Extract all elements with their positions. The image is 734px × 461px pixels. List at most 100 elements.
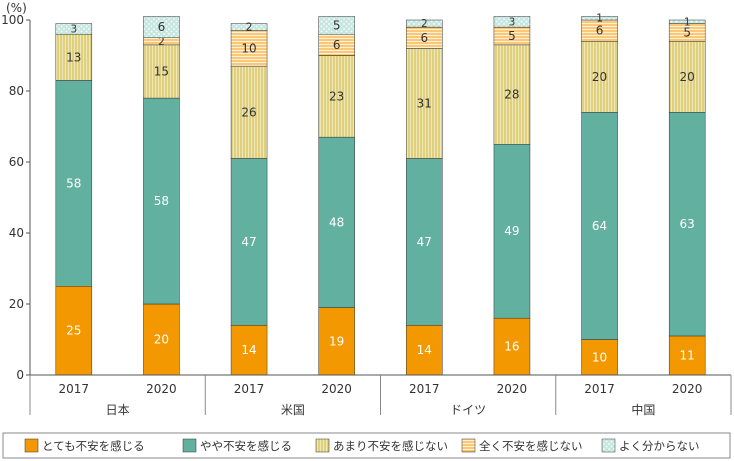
x-tick-label: 2020: [672, 382, 703, 396]
bar-segment: [493, 44, 531, 145]
bar-segment: [406, 158, 443, 326]
data-label: 48: [329, 215, 344, 229]
data-label: 6: [596, 24, 604, 38]
data-label: 63: [680, 217, 695, 231]
bar-segment: [406, 48, 443, 159]
group-label: 中国: [631, 402, 655, 417]
data-label: 5: [683, 25, 691, 39]
bar-segment: [318, 136, 355, 308]
y-tick-label: 60: [9, 155, 24, 169]
data-label: 10: [592, 350, 607, 364]
data-label: 31: [417, 96, 432, 110]
bar-segment: [668, 41, 706, 113]
data-label: 2: [421, 18, 428, 30]
data-label: 20: [680, 70, 695, 84]
data-label: 2: [246, 22, 253, 34]
data-label: 3: [70, 23, 77, 35]
legend-label: よく分からない: [619, 439, 700, 453]
data-label: 58: [154, 194, 169, 208]
data-label: 15: [154, 64, 169, 78]
bar-segment: [230, 65, 268, 159]
y-tick-label: 0: [16, 368, 24, 382]
data-label: 6: [420, 31, 428, 45]
data-label: 1: [684, 16, 691, 28]
data-label: 20: [592, 70, 607, 84]
data-label: 47: [241, 235, 256, 249]
bar-segment: [318, 55, 355, 138]
bar-segment: [143, 16, 180, 38]
bars: 2558130320581526144726102194823651447316…: [55, 13, 706, 376]
legend-label: とても不安を感じる: [42, 439, 145, 453]
group-label: 日本: [106, 403, 130, 417]
y-tick-label: 80: [9, 84, 24, 98]
data-label: 26: [241, 105, 256, 119]
bar-segment: [55, 23, 93, 35]
bar-segment: [143, 97, 180, 305]
group-label: 米国: [281, 403, 305, 417]
x-tick-label: 2017: [409, 382, 440, 396]
data-label: 49: [504, 224, 519, 238]
legend-swatch: [601, 438, 616, 453]
data-label: 6: [333, 38, 341, 52]
bar-segment: [230, 23, 268, 31]
bar-segment: [230, 30, 268, 67]
data-label: 28: [504, 88, 519, 102]
data-label: 14: [241, 343, 256, 357]
data-label: 25: [66, 324, 81, 338]
legend-swatch: [315, 438, 330, 453]
x-tick-label: 2017: [59, 382, 90, 396]
data-label: 3: [509, 16, 516, 28]
data-label: 6: [158, 20, 166, 34]
bar-segment: [581, 16, 618, 21]
data-label: 2: [158, 36, 165, 48]
y-axis: 0 20 40 60 80 100: [1, 13, 31, 382]
legend-label: 全く不安を感じない: [479, 439, 583, 453]
data-label: 47: [417, 235, 432, 249]
legend-label: やや不安を感じる: [200, 439, 292, 453]
data-label: 23: [329, 89, 344, 103]
bar-segment: [55, 80, 93, 287]
bar-segment: [55, 33, 93, 81]
bar-segment: [668, 19, 706, 24]
bar-segment: [493, 16, 531, 28]
bar-segment: [230, 158, 268, 326]
legend-swatch: [461, 438, 476, 453]
y-tick-label: 100: [1, 13, 24, 27]
data-label: 16: [504, 340, 519, 354]
bar-segment: [143, 303, 180, 376]
bar-segment: [581, 41, 618, 113]
y-tick-label: 40: [9, 226, 24, 240]
x-tick-label: 2017: [584, 382, 615, 396]
bar-segment: [668, 335, 706, 376]
legend-swatch: [182, 438, 197, 453]
data-label: 1: [596, 13, 603, 25]
x-tick-label: 2020: [497, 382, 528, 396]
x-axis: 2017 2020 日本 2017 2020 米国 2017 2020 ドイツ 2017 2020 中…: [29, 374, 732, 417]
data-label: 11: [680, 348, 695, 362]
data-label: 10: [241, 41, 256, 55]
y-tick-label: 20: [9, 297, 24, 311]
data-label: 64: [592, 219, 607, 233]
data-label: 13: [66, 50, 81, 64]
bar-segment: [493, 144, 531, 319]
legend: とても不安を感じる やや不安を感じる あまり不安を感じない 全く不安を感じない よく分か…: [2, 432, 731, 459]
data-label: 20: [154, 333, 169, 347]
data-label: 5: [333, 18, 341, 32]
bar-segment: [406, 19, 443, 28]
bar-segment: [493, 317, 531, 376]
y-axis-unit: (%): [6, 1, 27, 15]
bar-segment: [318, 307, 355, 376]
bar-segment: [143, 44, 180, 99]
x-tick-label: 2020: [146, 382, 177, 396]
x-tick-label: 2020: [321, 382, 352, 396]
legend-label: あまり不安を感じない: [333, 439, 448, 453]
data-label: 58: [66, 176, 81, 190]
bar-segment: [318, 16, 355, 35]
data-label: 19: [329, 334, 344, 348]
x-tick-label: 2017: [234, 382, 265, 396]
data-label: 14: [417, 343, 432, 357]
group-label: ドイツ: [450, 403, 486, 417]
data-label: 5: [508, 29, 516, 43]
legend-swatch: [24, 438, 39, 453]
